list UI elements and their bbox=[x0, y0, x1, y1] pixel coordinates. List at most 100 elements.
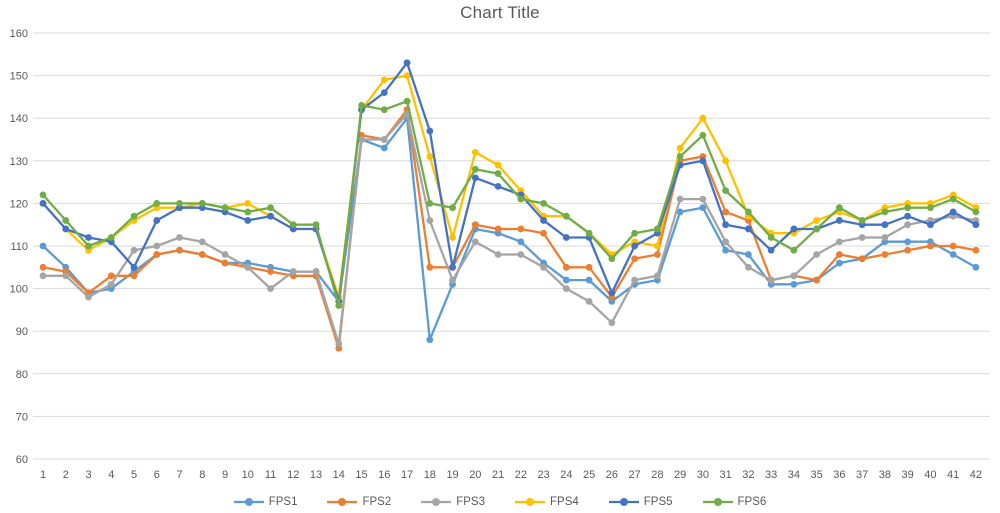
series-marker-FPS2 bbox=[517, 225, 525, 233]
series-marker-FPS3 bbox=[858, 234, 866, 241]
x-axis-label: 15 bbox=[355, 469, 367, 481]
series-marker-FPS5 bbox=[835, 217, 843, 224]
series-marker-FPS3 bbox=[176, 234, 183, 241]
y-axis-label: 110 bbox=[10, 241, 28, 253]
series-marker-FPS6 bbox=[790, 246, 798, 254]
series-marker-FPS2 bbox=[176, 246, 183, 254]
series-marker-FPS6 bbox=[881, 208, 889, 216]
series-marker-FPS6 bbox=[85, 242, 92, 250]
series-marker-FPS3 bbox=[767, 276, 775, 284]
series-marker-FPS2 bbox=[107, 272, 115, 280]
series-marker-FPS5 bbox=[881, 221, 889, 229]
legend-item-FPS6[interactable]: FPS6 bbox=[702, 496, 767, 508]
series-marker-FPS1 bbox=[744, 251, 752, 258]
x-axis-label: 27 bbox=[628, 469, 640, 481]
series-marker-FPS6 bbox=[380, 106, 388, 114]
series-marker-FPS1 bbox=[676, 208, 684, 216]
legend-label: FPS1 bbox=[268, 496, 298, 508]
x-axis-label: 33 bbox=[765, 469, 777, 481]
legend: FPS1 FPS2 FPS3 FPS4 FPS5 FPS6 bbox=[0, 496, 1000, 508]
series-marker-FPS2 bbox=[540, 229, 547, 237]
series-marker-FPS3 bbox=[358, 136, 365, 143]
series-marker-FPS6 bbox=[972, 208, 980, 216]
series-marker-FPS2 bbox=[927, 242, 934, 250]
series-marker-FPS3 bbox=[312, 268, 320, 275]
series-marker-FPS5 bbox=[267, 212, 274, 220]
series-marker-FPS2 bbox=[949, 242, 957, 250]
x-axis-label: 5 bbox=[131, 469, 137, 481]
series-marker-FPS6 bbox=[130, 212, 138, 220]
series-marker-FPS6 bbox=[904, 204, 912, 212]
legend-label: FPS2 bbox=[362, 496, 392, 508]
x-axis-label: 30 bbox=[697, 469, 709, 481]
series-marker-FPS5 bbox=[699, 157, 707, 165]
x-axis-label: 16 bbox=[378, 469, 390, 481]
series-marker-FPS5 bbox=[494, 182, 502, 190]
series-marker-FPS3 bbox=[267, 285, 274, 292]
series-marker-FPS2 bbox=[153, 251, 161, 258]
series-marker-FPS3 bbox=[153, 242, 161, 250]
x-axis-label: 42 bbox=[970, 469, 982, 481]
x-axis-label: 37 bbox=[856, 469, 868, 481]
series-marker-FPS2 bbox=[221, 259, 229, 267]
y-axis-label: 160 bbox=[10, 28, 28, 40]
series-marker-FPS5 bbox=[62, 225, 70, 233]
series-marker-FPS6 bbox=[471, 165, 479, 173]
series-marker-FPS3 bbox=[289, 268, 297, 275]
series-marker-FPS3 bbox=[221, 251, 229, 258]
series-marker-FPS2 bbox=[267, 268, 274, 275]
legend-item-FPS1[interactable]: FPS1 bbox=[233, 496, 298, 508]
x-axis-label: 18 bbox=[424, 469, 436, 481]
x-axis-label: 32 bbox=[742, 469, 754, 481]
series-marker-FPS5 bbox=[403, 59, 411, 67]
series-marker-FPS4 bbox=[426, 153, 434, 160]
series-marker-FPS3 bbox=[471, 238, 479, 246]
series-line-FPS6 bbox=[41, 100, 978, 307]
series-marker-FPS1 bbox=[699, 204, 707, 212]
x-axis-label: 7 bbox=[176, 469, 182, 481]
series-marker-FPS5 bbox=[130, 263, 138, 271]
x-axis-label: 31 bbox=[719, 469, 731, 481]
legend-swatch-FPS1 bbox=[233, 498, 264, 506]
series-marker-FPS3 bbox=[494, 251, 502, 258]
series-marker-FPS4 bbox=[722, 157, 730, 165]
series-marker-FPS3 bbox=[835, 238, 843, 246]
x-axis-label: 41 bbox=[947, 469, 959, 481]
series-marker-FPS4 bbox=[653, 242, 661, 250]
series-marker-FPS6 bbox=[107, 234, 115, 241]
legend-label: FPS4 bbox=[550, 496, 579, 508]
series-marker-FPS4 bbox=[813, 217, 821, 224]
legend-item-FPS2[interactable]: FPS2 bbox=[327, 496, 391, 508]
series-marker-FPS5 bbox=[85, 234, 92, 241]
series-marker-FPS6 bbox=[835, 204, 843, 212]
x-axis-label: 38 bbox=[879, 469, 891, 481]
series-marker-FPS6 bbox=[562, 212, 570, 220]
legend-label: FPS6 bbox=[737, 496, 767, 508]
series-marker-FPS3 bbox=[904, 221, 912, 229]
series-marker-FPS1 bbox=[426, 336, 434, 344]
series-marker-FPS2 bbox=[858, 255, 866, 263]
series-marker-FPS2 bbox=[972, 246, 980, 254]
series-marker-FPS5 bbox=[540, 217, 547, 224]
series-marker-FPS5 bbox=[904, 212, 912, 220]
legend-item-FPS3[interactable]: FPS3 bbox=[421, 496, 485, 508]
legend-item-FPS5[interactable]: FPS5 bbox=[608, 496, 673, 508]
x-axis-label: 39 bbox=[902, 469, 914, 481]
series-marker-FPS4 bbox=[244, 200, 252, 207]
series-marker-FPS4 bbox=[494, 161, 502, 169]
series-marker-FPS3 bbox=[881, 234, 889, 241]
series-marker-FPS6 bbox=[927, 204, 934, 212]
series-marker-FPS2 bbox=[631, 255, 639, 263]
series-marker-FPS6 bbox=[631, 229, 639, 237]
x-axis-label: 36 bbox=[833, 469, 845, 481]
series-marker-FPS6 bbox=[358, 102, 365, 109]
series-marker-FPS3 bbox=[562, 285, 570, 292]
series-marker-FPS6 bbox=[221, 204, 229, 212]
series-marker-FPS1 bbox=[380, 144, 388, 152]
legend-item-FPS4[interactable]: FPS4 bbox=[515, 496, 579, 508]
series-marker-FPS1 bbox=[972, 263, 980, 271]
legend-swatch-FPS3 bbox=[421, 498, 452, 506]
series-marker-FPS4 bbox=[699, 114, 707, 122]
